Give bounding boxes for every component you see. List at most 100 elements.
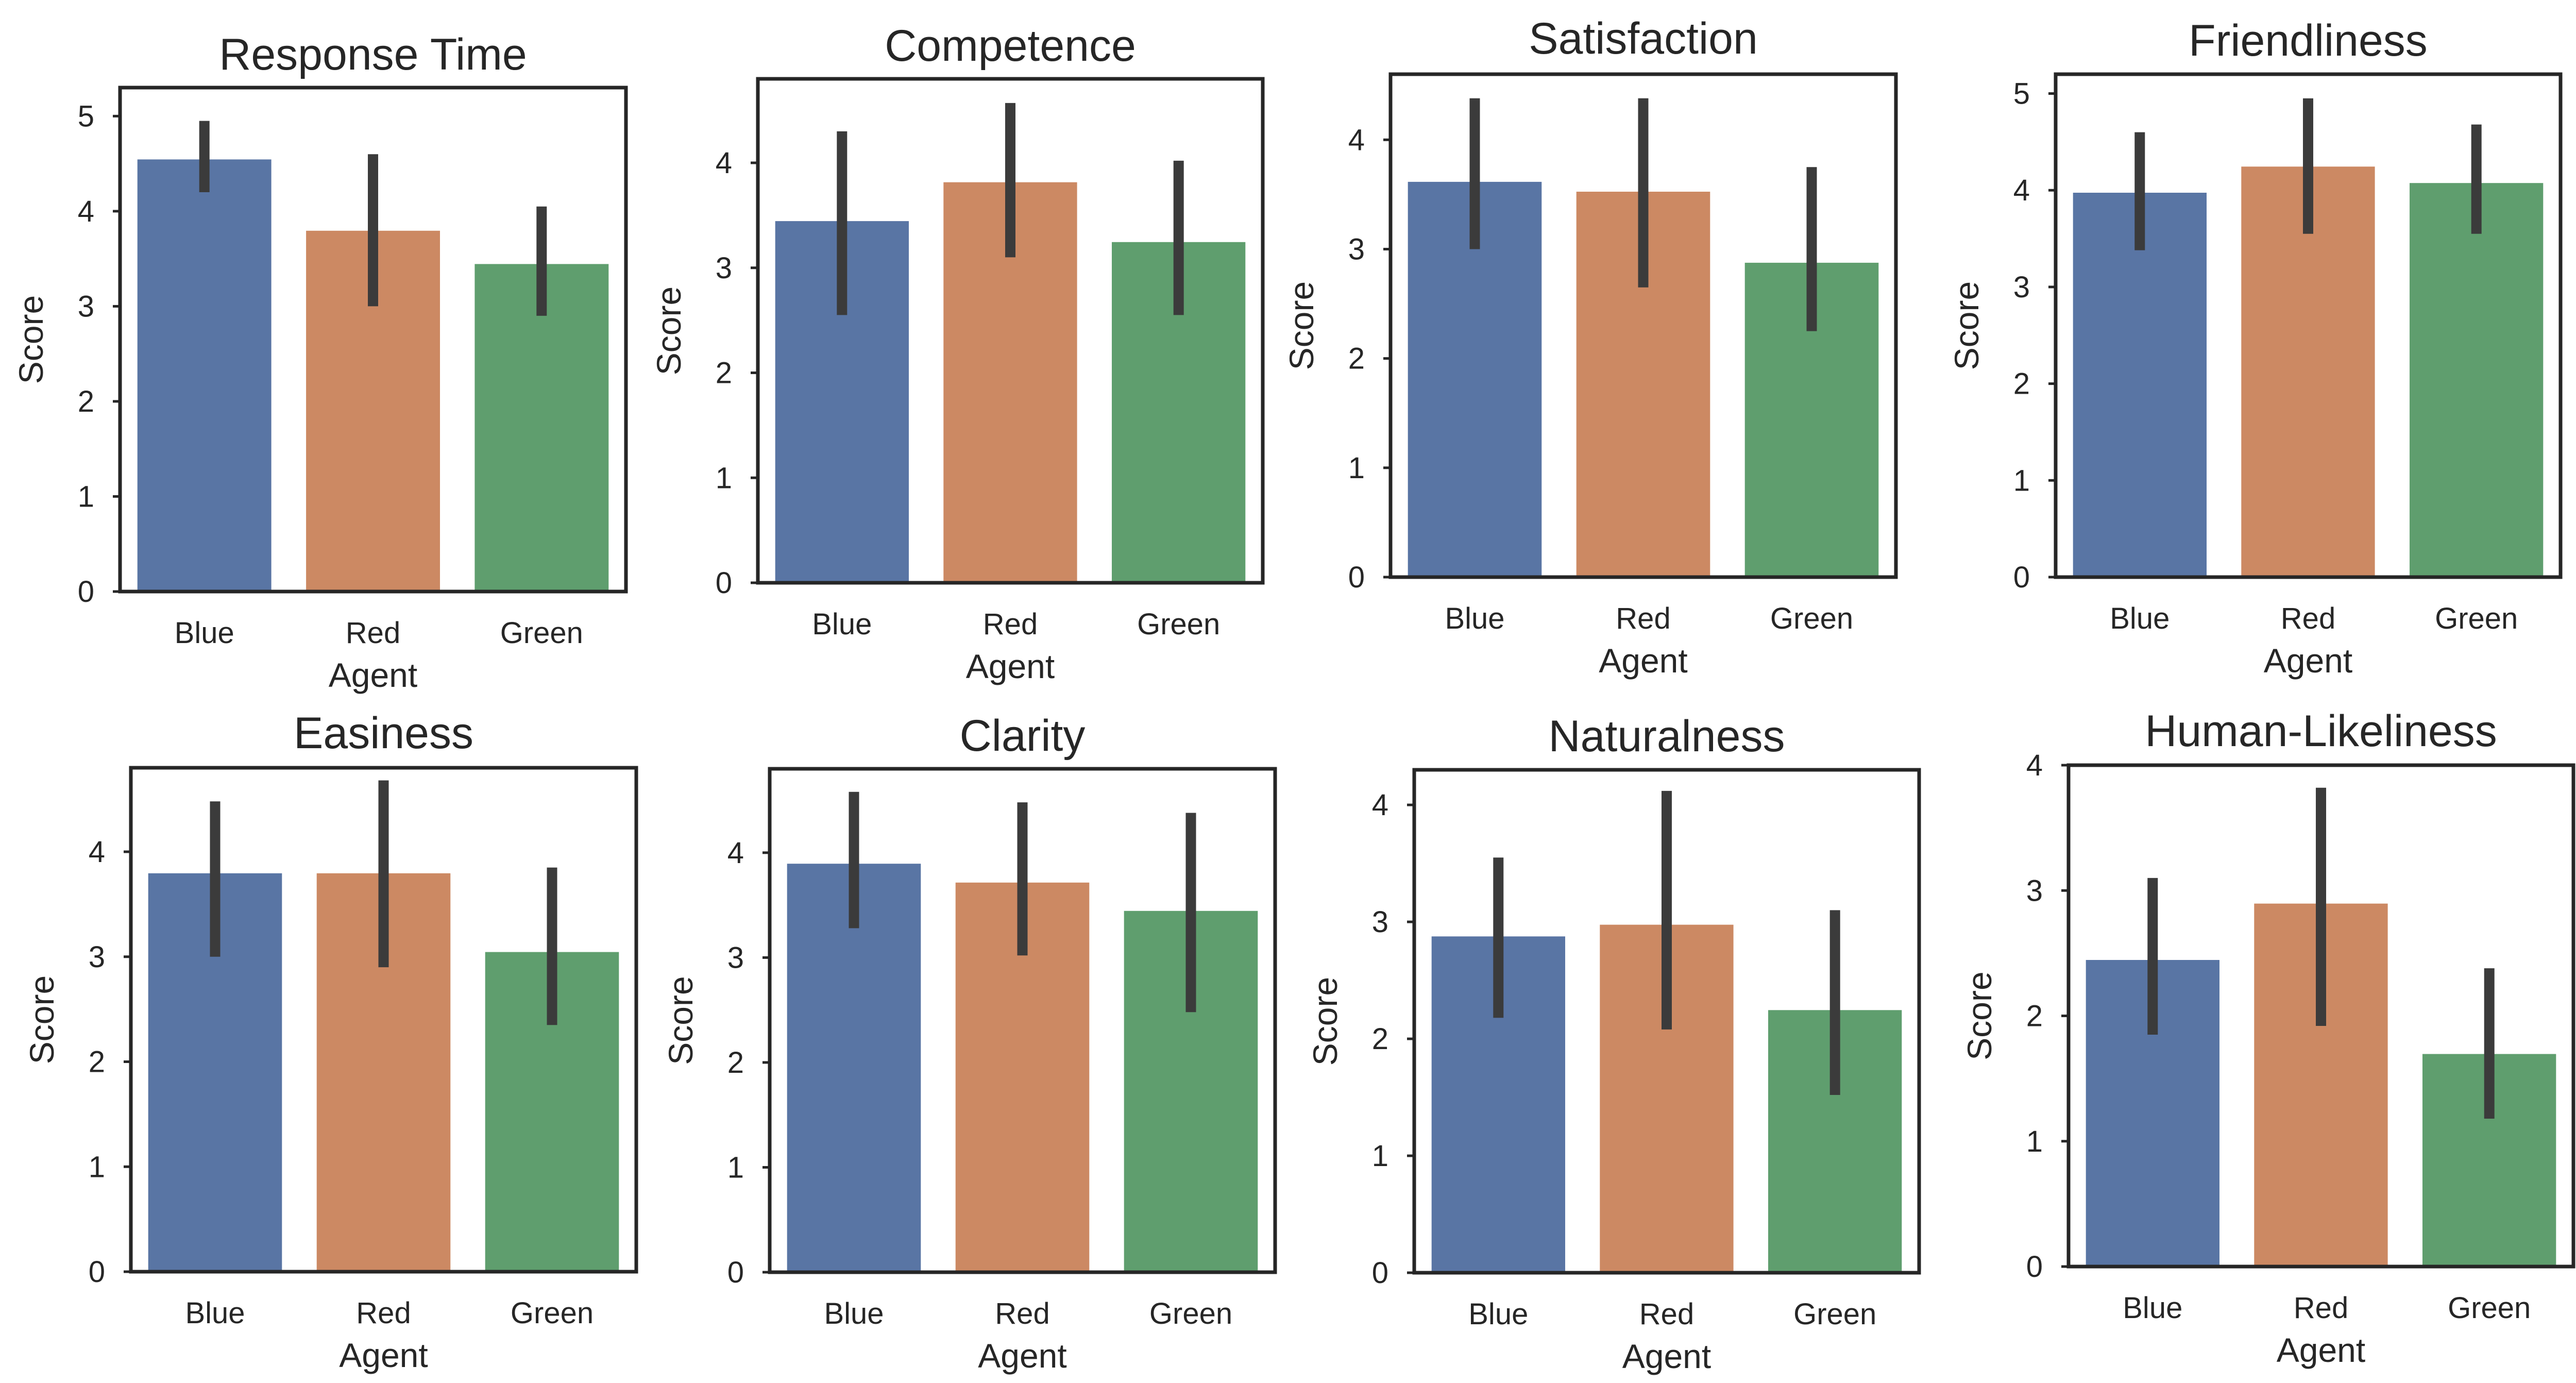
y-tick-label: 4	[716, 146, 732, 180]
plot-frame	[2054, 72, 2563, 579]
y-tick-label: 4	[2026, 749, 2043, 782]
bar	[786, 863, 922, 1273]
bar	[2072, 192, 2208, 578]
chart-title: Friendliness	[2189, 16, 2428, 65]
x-tick-label: Blue	[1468, 1297, 1528, 1331]
plot-frame	[756, 77, 1265, 585]
y-tick-label: 2	[716, 357, 732, 390]
y-tick-label: 1	[2026, 1125, 2043, 1158]
x-tick-label: Green	[511, 1296, 594, 1330]
chart-panel: 0 1 2 3 4 5 Blue Red Green Friendliness Agent Score	[1947, 16, 2563, 680]
chart-title: Naturalness	[1549, 712, 1785, 761]
y-tick-label: 0	[2026, 1250, 2043, 1284]
y-tick-label: 0	[1372, 1256, 1388, 1290]
y-axis-label: Score	[1306, 977, 1344, 1066]
y-tick-label: 2	[1348, 342, 1365, 376]
y-tick-label: 4	[1372, 788, 1388, 822]
chart-panel: 0 1 2 3 4 Blue Red Green Satisfaction Agent Score	[1282, 14, 1898, 680]
x-tick-label: Red	[995, 1297, 1049, 1330]
y-tick-label: 3	[2013, 271, 2030, 304]
y-tick-label: 5	[78, 99, 94, 133]
bar	[484, 951, 620, 1272]
bar	[2409, 182, 2545, 578]
chart-title: Competence	[885, 21, 1136, 71]
y-tick-label: 1	[2013, 464, 2030, 497]
x-axis-label: Agent	[966, 647, 1055, 685]
x-tick-label: Green	[2435, 602, 2518, 635]
y-tick-label: 0	[727, 1256, 744, 1289]
y-tick-label: 3	[716, 251, 732, 285]
chart-panel: 0 1 2 3 4 Blue Red Green Clarity Agent Score	[662, 711, 1277, 1375]
x-tick-label: Blue	[1445, 602, 1504, 635]
y-tick-label: 2	[78, 385, 94, 418]
chart-panel: 0 1 2 3 4 5 Blue Red Green Response Time Agent Scor…	[12, 30, 628, 694]
chart-panel: 0 1 2 3 4 Blue Red Green Naturalness Agent Score	[1306, 712, 1921, 1375]
y-tick-label: 3	[1372, 905, 1388, 939]
chart-title: Response Time	[219, 30, 527, 79]
y-tick-label: 0	[78, 575, 94, 609]
y-tick-label: 1	[727, 1151, 744, 1184]
x-tick-label: Red	[356, 1296, 411, 1330]
plot-frame	[129, 766, 638, 1274]
chart-title: Easiness	[294, 709, 473, 758]
y-axis-label: Score	[23, 975, 61, 1064]
chart-title: Clarity	[960, 711, 1086, 761]
x-axis-label: Agent	[2264, 642, 2352, 680]
y-axis-label: Score	[1282, 281, 1320, 370]
bar	[136, 158, 273, 592]
x-axis-label: Agent	[2277, 1331, 2365, 1369]
x-axis-label: Agent	[978, 1337, 1066, 1375]
y-tick-label: 1	[78, 480, 94, 513]
y-tick-label: 1	[716, 461, 732, 495]
x-tick-label: Green	[2448, 1291, 2531, 1325]
y-axis-label: Score	[1960, 971, 1998, 1060]
x-tick-label: Red	[1639, 1297, 1694, 1331]
y-tick-label: 5	[2013, 77, 2030, 111]
x-tick-label: Blue	[824, 1297, 884, 1330]
y-tick-label: 0	[89, 1255, 105, 1289]
x-tick-label: Green	[1149, 1297, 1232, 1330]
y-axis-label: Score	[1947, 281, 1986, 370]
y-tick-label: 3	[89, 940, 105, 974]
x-tick-label: Green	[1137, 608, 1220, 641]
y-tick-label: 4	[727, 836, 744, 870]
x-axis-label: Agent	[1599, 642, 1687, 680]
y-tick-label: 1	[1372, 1139, 1388, 1173]
y-tick-label: 0	[716, 566, 732, 600]
x-tick-label: Blue	[185, 1296, 245, 1330]
y-tick-label: 1	[1348, 451, 1365, 485]
y-tick-label: 2	[2026, 1000, 2043, 1033]
x-tick-label: Blue	[175, 616, 234, 650]
bar	[2240, 165, 2376, 578]
x-tick-label: Blue	[2110, 602, 2170, 635]
x-axis-label: Agent	[339, 1336, 428, 1374]
x-tick-label: Red	[1616, 602, 1670, 635]
y-tick-label: 2	[727, 1046, 744, 1080]
y-axis-label: Score	[12, 295, 50, 384]
plot-frame	[1412, 768, 1921, 1275]
chart-panel: 0 1 2 3 4 Blue Red Green Competence Agent Score	[650, 21, 1265, 685]
chart-panel: 0 1 2 3 4 Blue Red Green Easiness Agent Score	[23, 709, 638, 1374]
y-tick-label: 1	[89, 1150, 105, 1184]
x-axis-label: Agent	[329, 656, 417, 694]
x-tick-label: Green	[1793, 1297, 1876, 1331]
y-tick-label: 2	[89, 1045, 105, 1079]
y-tick-label: 3	[727, 941, 744, 974]
x-axis-label: Agent	[1622, 1337, 1711, 1375]
chart-panel: 0 1 2 3 4 Blue Red Green Human-Likeliness Agent Sc…	[1960, 706, 2575, 1369]
x-tick-label: Red	[983, 608, 1038, 641]
plot-frame	[768, 767, 1277, 1274]
x-tick-label: Green	[500, 616, 583, 650]
x-tick-label: Blue	[812, 608, 872, 641]
y-tick-label: 2	[2013, 367, 2030, 401]
y-tick-label: 3	[2026, 874, 2043, 907]
y-axis-label: Score	[650, 286, 688, 375]
y-axis-label: Score	[662, 976, 700, 1065]
chart-title: Satisfaction	[1529, 14, 1758, 63]
y-tick-label: 4	[78, 195, 94, 228]
x-tick-label: Red	[346, 616, 400, 650]
plot-frame	[1388, 72, 1898, 579]
x-tick-label: Green	[1770, 602, 1853, 635]
y-tick-label: 3	[1348, 232, 1365, 266]
